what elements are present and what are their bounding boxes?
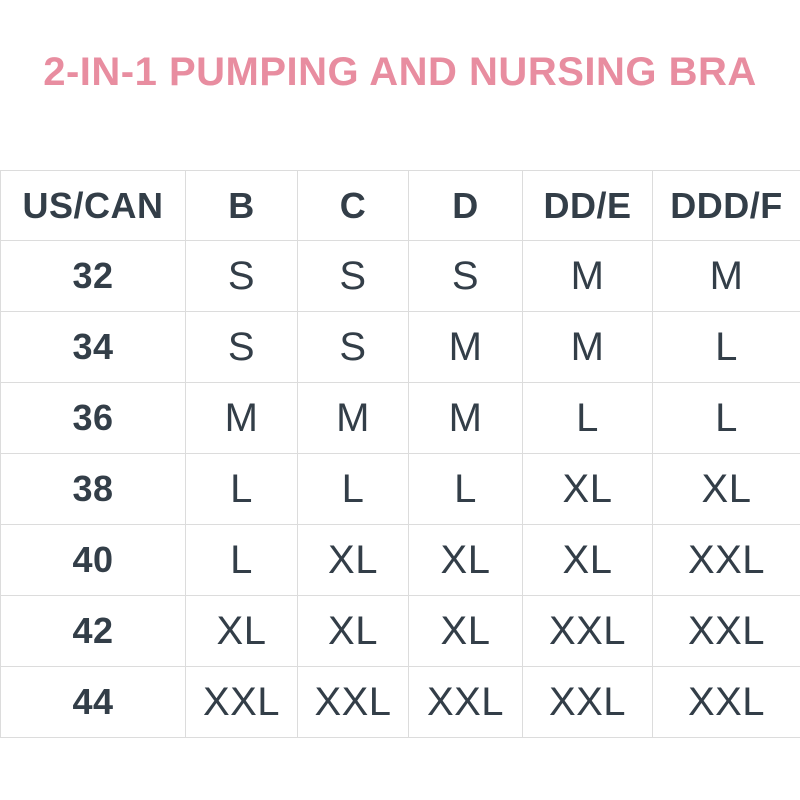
table-row-44: 44 XXL XXL XXL XXL XXL: [0, 666, 800, 738]
table-row-34: 34 S S M M L: [0, 311, 800, 383]
cup-size-cell: M: [408, 382, 523, 454]
band-size-cell: 44: [0, 666, 186, 738]
table-row-38: 38 L L L XL XL: [0, 453, 800, 525]
cup-size-cell: XL: [522, 453, 653, 525]
table-row-40: 40 L XL XL XL XXL: [0, 524, 800, 596]
cup-size-cell: XL: [408, 524, 523, 596]
column-header-c: C: [297, 170, 409, 241]
cup-size-cell: M: [652, 240, 800, 312]
page-title: 2-IN-1 PUMPING AND NURSING BRA: [43, 50, 757, 94]
cup-size-cell: XL: [297, 524, 409, 596]
cup-size-cell: XXL: [522, 666, 653, 738]
cup-size-cell: M: [185, 382, 298, 454]
band-size-cell: 38: [0, 453, 186, 525]
cup-size-cell: XXL: [652, 595, 800, 667]
cup-size-cell: XL: [297, 595, 409, 667]
cup-size-cell: M: [522, 240, 653, 312]
cup-size-cell: XL: [185, 595, 298, 667]
cup-size-cell: S: [297, 240, 409, 312]
cup-size-cell: XXL: [185, 666, 298, 738]
table-row-36: 36 M M M L L: [0, 382, 800, 454]
cup-size-cell: L: [652, 382, 800, 454]
band-size-cell: 34: [0, 311, 186, 383]
cup-size-cell: L: [185, 524, 298, 596]
cup-size-cell: XXL: [652, 666, 800, 738]
cup-size-cell: L: [408, 453, 523, 525]
cup-size-cell: M: [522, 311, 653, 383]
band-size-cell: 32: [0, 240, 186, 312]
column-header-ddd-f: DDD/F: [652, 170, 800, 241]
cup-size-cell: L: [652, 311, 800, 383]
cup-size-cell: XXL: [652, 524, 800, 596]
cup-size-cell: L: [522, 382, 653, 454]
band-size-cell: 36: [0, 382, 186, 454]
cup-size-cell: XL: [652, 453, 800, 525]
table-row-32: 32 S S S M M: [0, 240, 800, 312]
cup-size-cell: S: [185, 240, 298, 312]
cup-size-cell: XXL: [522, 595, 653, 667]
size-chart-table: US/CAN B C D DD/E DDD/F 32 S S S M M 34 …: [0, 170, 800, 738]
table-header-row: US/CAN B C D DD/E DDD/F: [0, 170, 800, 241]
band-size-cell: 40: [0, 524, 186, 596]
column-header-us-can: US/CAN: [0, 170, 186, 241]
cup-size-cell: S: [297, 311, 409, 383]
column-header-b: B: [185, 170, 298, 241]
cup-size-cell: L: [185, 453, 298, 525]
cup-size-cell: XXL: [408, 666, 523, 738]
cup-size-cell: S: [185, 311, 298, 383]
table-row-42: 42 XL XL XL XXL XXL: [0, 595, 800, 667]
column-header-d: D: [408, 170, 523, 241]
column-header-dd-e: DD/E: [522, 170, 653, 241]
cup-size-cell: XL: [522, 524, 653, 596]
cup-size-cell: M: [408, 311, 523, 383]
cup-size-cell: L: [297, 453, 409, 525]
band-size-cell: 42: [0, 595, 186, 667]
cup-size-cell: M: [297, 382, 409, 454]
cup-size-cell: XL: [408, 595, 523, 667]
cup-size-cell: S: [408, 240, 523, 312]
cup-size-cell: XXL: [297, 666, 409, 738]
